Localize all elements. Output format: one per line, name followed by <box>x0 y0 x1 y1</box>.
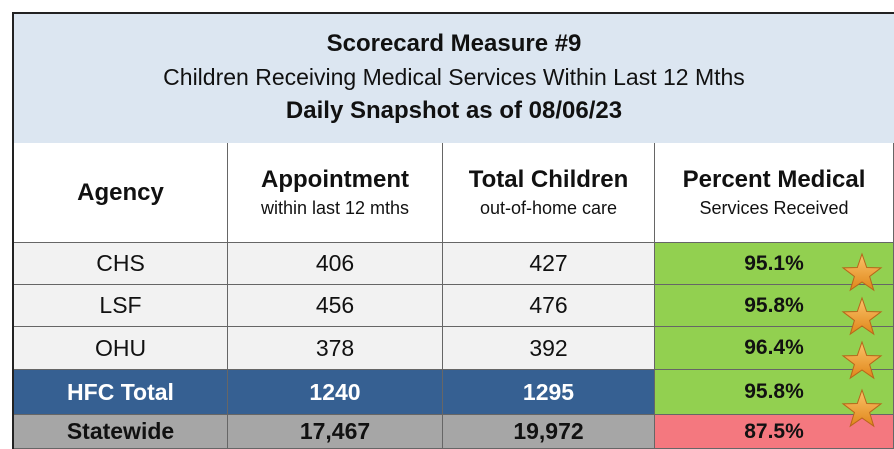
column-subtitle: Services Received <box>699 198 849 218</box>
table-cell: 19,972 <box>443 415 655 449</box>
cell-value: Statewide <box>66 418 175 444</box>
table-cell: 392 <box>443 327 655 370</box>
percent-value: 95.8% <box>744 380 804 403</box>
snapshot-date: Daily Snapshot as of 08/06/23 <box>285 97 623 124</box>
table-cell: 406 <box>228 243 443 285</box>
header: Scorecard Measure #9 Children Receiving … <box>14 14 894 143</box>
cell-value: HFC Total <box>67 378 174 405</box>
header-cell: Total Children out-of-home care <box>443 143 655 243</box>
cell-value: 406 <box>315 250 355 276</box>
table-cell: CHS <box>14 243 228 285</box>
table-cell: 17,467 <box>228 415 443 449</box>
star-icon <box>842 341 882 379</box>
table-cell: 1295 <box>443 370 655 415</box>
table-cell: 427 <box>443 243 655 285</box>
cell-value: OHU <box>94 334 147 361</box>
column-subtitle: out-of-home care <box>479 198 618 218</box>
cell-value: 17,467 <box>299 418 371 444</box>
title: Scorecard Measure #9 <box>326 30 582 57</box>
table-cell: 1240 <box>228 370 443 415</box>
percent-value: 87.5% <box>744 419 804 443</box>
column-title: Agency <box>77 178 164 206</box>
subtitle: Children Receiving Medical Services With… <box>163 64 745 90</box>
cell-value: 476 <box>529 292 568 318</box>
table-cell: Statewide <box>14 415 228 449</box>
percent-value: 96.4% <box>744 336 804 359</box>
table-cell: LSF <box>14 285 228 327</box>
cell-value: 427 <box>529 250 568 276</box>
column-title: Percent Medical <box>682 166 866 193</box>
column-title: Total Children <box>468 166 629 193</box>
header-cell: Agency <box>14 143 228 243</box>
star-icon <box>842 297 882 335</box>
cell-value: CHS <box>96 250 145 276</box>
cell-value: 1295 <box>522 378 575 405</box>
table-cell: 476 <box>443 285 655 327</box>
cell-value: LSF <box>99 292 142 318</box>
cell-value: 456 <box>315 292 355 318</box>
table-cell: 378 <box>228 327 443 370</box>
table-cell: OHU <box>14 327 228 370</box>
cell-value: 1240 <box>309 378 361 405</box>
column-title: Appointment <box>261 166 409 193</box>
table-cell: HFC Total <box>14 370 228 415</box>
frame <box>12 12 894 449</box>
column-subtitle: within last 12 mths <box>260 198 410 218</box>
percent-value: 95.8% <box>744 293 804 317</box>
star-icon <box>842 253 882 291</box>
header-cell: Percent Medical Services Received <box>655 143 894 243</box>
table-cell: 95.8% <box>655 285 894 327</box>
cell-value: 378 <box>315 334 355 361</box>
table-cell: 96.4% <box>655 327 894 370</box>
percent-value: 95.1% <box>744 251 804 275</box>
cell-value: 392 <box>529 334 568 361</box>
table-cell: 456 <box>228 285 443 327</box>
table-cell: 95.1% <box>655 243 894 285</box>
star-icon <box>842 389 882 427</box>
header-cell: Appointment within last 12 mths <box>228 143 443 243</box>
cell-value: 19,972 <box>513 418 584 444</box>
